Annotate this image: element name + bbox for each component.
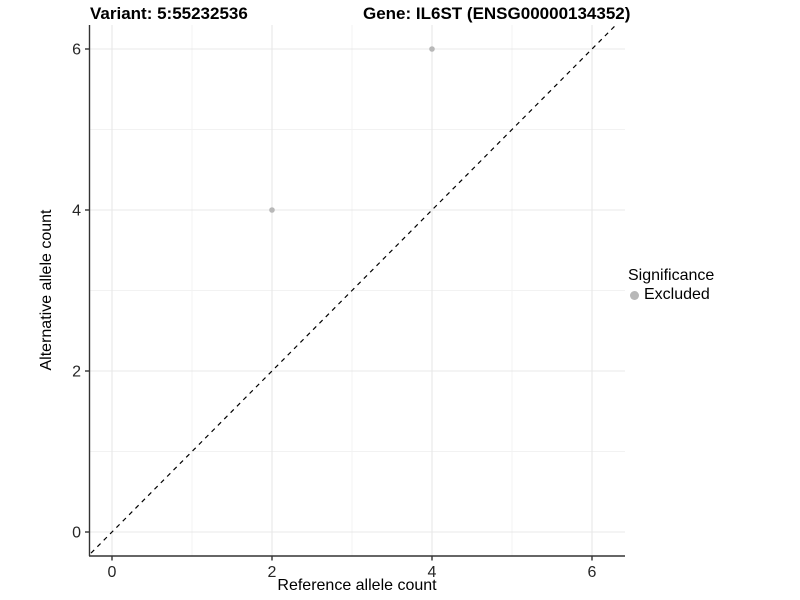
y-tick-label: 0 bbox=[72, 525, 81, 542]
identity-dashed-line bbox=[89, 25, 617, 556]
plot-title-gene: Gene: IL6ST (ENSG00000134352) bbox=[363, 4, 631, 23]
identity-line bbox=[89, 25, 617, 556]
scatter-point bbox=[269, 207, 275, 213]
x-tick-label: 4 bbox=[428, 564, 437, 581]
x-axis-title: Reference allele count bbox=[277, 577, 437, 594]
y-tick-label: 2 bbox=[72, 364, 81, 381]
grid-minor-lines bbox=[89, 25, 625, 556]
x-tick-label: 2 bbox=[268, 564, 277, 581]
y-tick-label: 6 bbox=[72, 42, 81, 59]
axis-lines bbox=[88, 25, 625, 557]
data-points bbox=[269, 46, 435, 213]
legend-key-point-icon bbox=[630, 290, 639, 300]
grid-major-lines bbox=[89, 25, 625, 556]
plot-title-variant: Variant: 5:55232536 bbox=[90, 4, 248, 23]
axis-tick-labels: 0 2 4 6 0 2 4 6 bbox=[72, 42, 596, 582]
legend: Significance Excluded bbox=[628, 267, 714, 304]
legend-item-label: Excluded bbox=[644, 286, 710, 303]
legend-item-excluded[interactable]: Excluded bbox=[628, 286, 714, 304]
x-tick-label: 0 bbox=[108, 564, 117, 581]
axis-tick-marks bbox=[85, 48, 593, 561]
legend-title: Significance bbox=[628, 267, 715, 284]
y-tick-label: 4 bbox=[72, 203, 81, 220]
x-tick-label: 6 bbox=[588, 564, 597, 581]
scatter-point bbox=[429, 46, 435, 52]
